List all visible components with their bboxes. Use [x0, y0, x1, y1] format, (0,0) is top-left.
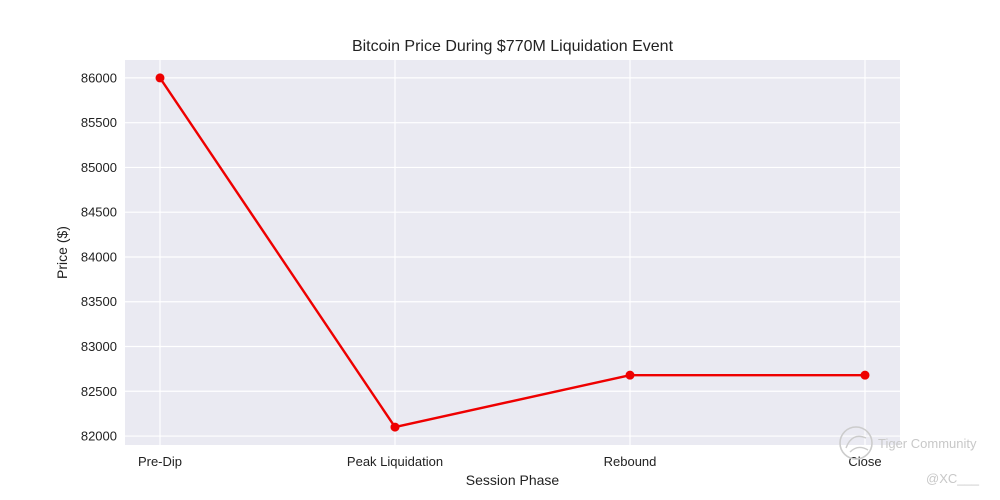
- data-point: [390, 422, 400, 432]
- y-tick-label: 82000: [81, 429, 117, 444]
- x-axis-label: Session Phase: [466, 472, 560, 488]
- chart-title: Bitcoin Price During $770M Liquidation E…: [352, 38, 674, 55]
- watermark: Tiger Community @XC___: [839, 426, 980, 486]
- x-tick-label: Close: [848, 454, 881, 469]
- watermark-user: @XC___: [926, 471, 980, 486]
- y-tick-label: 82500: [81, 384, 117, 399]
- y-tick-label: 83500: [81, 294, 117, 309]
- series-line: [159, 77, 865, 429]
- y-tick-label: 84500: [81, 205, 117, 220]
- y-axis-ticks: 82000 82500 83000 83500 84000 84500 85000 85500…: [81, 70, 117, 443]
- tiger-logo-icon: [839, 426, 873, 460]
- x-tick-label: Peak Liquidation: [347, 454, 443, 469]
- data-point: [860, 370, 870, 380]
- x-axis-ticks: Pre-Dip Peak Liquidation Rebound Close: [138, 454, 882, 469]
- x-tick-label: Rebound: [604, 454, 657, 469]
- x-tick-label: Pre-Dip: [138, 454, 182, 469]
- data-point: [625, 370, 635, 380]
- y-axis-label: Price ($): [54, 226, 70, 279]
- y-tick-label: 84000: [81, 249, 117, 264]
- data-point: [155, 73, 165, 83]
- watermark-brand: Tiger Community: [878, 436, 977, 451]
- y-tick-label: 83000: [81, 339, 117, 354]
- y-tick-label: 85000: [81, 160, 117, 175]
- y-tick-label: 86000: [81, 70, 117, 85]
- plot-area: [125, 60, 900, 445]
- grid: [125, 60, 900, 445]
- y-tick-label: 85500: [81, 115, 117, 130]
- series-price: [155, 73, 870, 432]
